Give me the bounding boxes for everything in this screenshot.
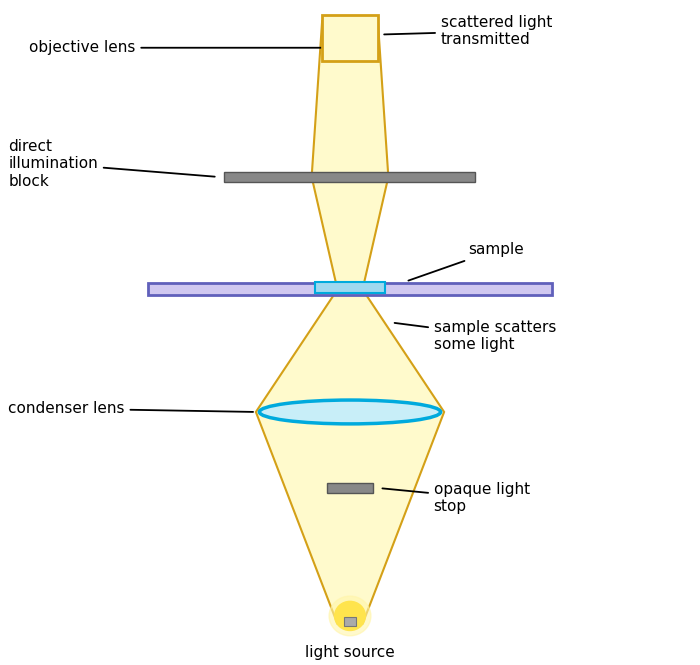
Ellipse shape	[260, 400, 440, 424]
Bar	[322, 15, 378, 61]
Text: scattered light
transmitted: scattered light transmitted	[384, 15, 552, 47]
Bar	[225, 172, 475, 182]
Text: light source: light source	[305, 645, 395, 660]
Text: objective lens: objective lens	[29, 41, 345, 55]
Bar	[328, 483, 372, 493]
Text: direct
illumination
block: direct illumination block	[8, 139, 215, 189]
Text: sample scatters
some light: sample scatters some light	[395, 320, 556, 352]
Text: opaque light
stop: opaque light stop	[382, 482, 530, 514]
Bar	[315, 282, 385, 293]
Text: sample: sample	[408, 242, 524, 281]
Text: condenser lens: condenser lens	[8, 401, 253, 416]
Polygon shape	[312, 21, 388, 289]
Polygon shape	[256, 289, 444, 624]
Circle shape	[329, 596, 371, 636]
Circle shape	[335, 601, 365, 630]
Bar	[344, 616, 356, 626]
Bar	[148, 283, 552, 295]
